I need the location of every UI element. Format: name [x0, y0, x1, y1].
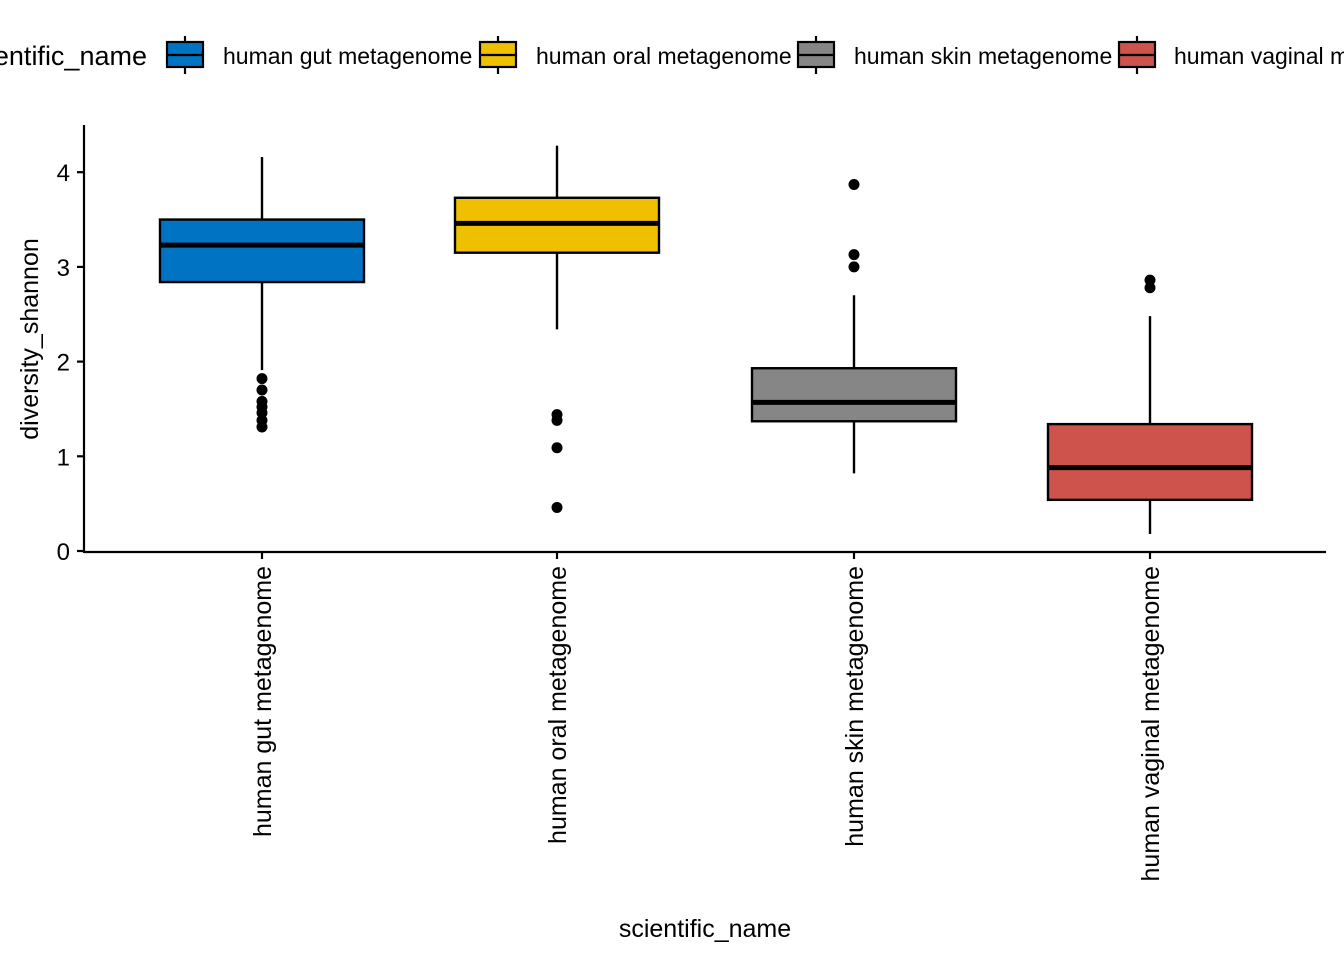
y-tick-label: 4: [57, 160, 70, 187]
legend-label: human vaginal metagenome: [1174, 43, 1344, 69]
outlier-point: [848, 179, 860, 191]
y-axis-title: diversity_shannon: [16, 238, 44, 440]
legend-item-4: human vaginal metagenome: [1117, 36, 1344, 74]
box-2: [453, 145, 661, 513]
outlier-point: [256, 373, 268, 385]
legend-title: scientific_name: [0, 41, 147, 71]
legend-item-2: human oral metagenome: [478, 36, 792, 74]
legend: scientific_name human gut metagenome huma…: [0, 36, 1344, 74]
x-axis-title: scientific_name: [619, 915, 791, 943]
outlier-point: [551, 442, 563, 454]
legend-label: human oral metagenome: [536, 43, 792, 69]
x-tick-label: human skin metagenome: [841, 566, 869, 847]
legend-label: human gut metagenome: [223, 43, 472, 69]
outlier-point: [256, 407, 268, 419]
box-1: [158, 157, 366, 433]
box-iqr: [750, 367, 958, 423]
outlier-point: [256, 421, 268, 433]
x-tick-label: human gut metagenome: [249, 566, 277, 837]
plot-area: 0 1 2 3 4 human gut metagenome human oral met…: [57, 125, 1326, 881]
outlier-point: [1144, 282, 1156, 294]
x-tick-label: human vaginal metagenome: [1137, 566, 1165, 881]
y-tick-label: 0: [57, 539, 70, 566]
x-tick-label: human oral metagenome: [544, 566, 572, 844]
outlier-point: [551, 501, 563, 513]
outlier-point: [848, 261, 860, 273]
outlier-point: [551, 414, 563, 426]
box-3: [750, 179, 958, 474]
box-iqr: [1046, 422, 1254, 502]
y-tick-label: 3: [57, 255, 70, 282]
y-tick-label: 1: [57, 444, 70, 471]
legend-item-3: human skin metagenome: [796, 36, 1112, 74]
outlier-point: [848, 249, 860, 261]
legend-label: human skin metagenome: [854, 43, 1112, 69]
outlier-point: [1144, 274, 1156, 286]
box-iqr: [158, 218, 366, 284]
legend-item-1: human gut metagenome: [165, 36, 472, 74]
y-tick-label: 2: [57, 350, 70, 377]
box-4: [1046, 274, 1254, 534]
outlier-point: [256, 384, 268, 396]
